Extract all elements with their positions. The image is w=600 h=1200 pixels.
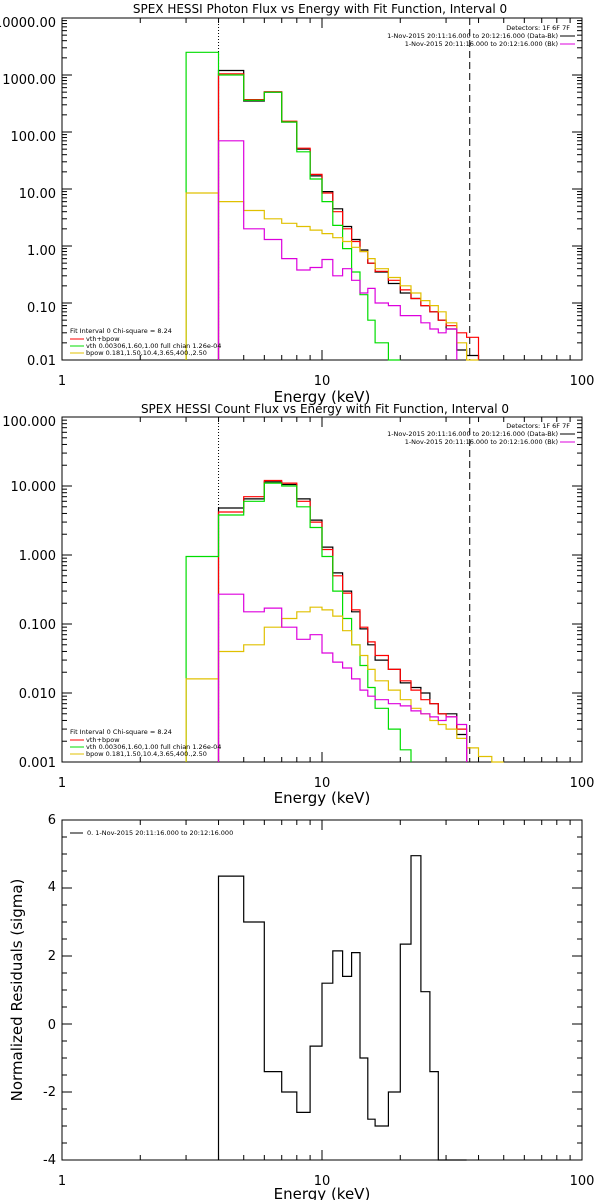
- chart-title: SPEX HESSI Count Flux vs Energy with Fit…: [141, 402, 509, 416]
- x-tick-label: 1: [58, 1174, 66, 1189]
- series-line-data: [217, 69, 480, 360]
- series-group: [185, 417, 504, 763]
- x-tick-label: 100: [570, 1174, 595, 1189]
- y-tick-label: 4: [48, 880, 56, 895]
- legend-entry-bpow: bpow 0.181,1.50,10.4,3.65,400.,2.50: [86, 349, 207, 357]
- series-line-vth: [185, 51, 401, 361]
- y-axis-label: Normalized Residuals (sigma): [8, 879, 26, 1102]
- legend-entry-vth: vth 0.00306,1.60,1.00 full chian 1.26e-0…: [86, 342, 221, 350]
- series-line-data: [217, 855, 467, 1161]
- y-tick-label: 10.000: [11, 480, 57, 495]
- series-line-bk: [217, 593, 468, 762]
- x-tick-label: 10: [314, 374, 331, 389]
- y-tick-label: 0.01: [27, 354, 56, 369]
- series-group: [217, 855, 467, 1161]
- y-tick-label: 1.00: [27, 244, 56, 259]
- x-tick-label: 10: [314, 1174, 331, 1189]
- plot-frame: [61, 416, 583, 763]
- series-group: [185, 18, 480, 361]
- series-line-sum: [217, 479, 468, 762]
- series-line-bpow: [185, 192, 479, 361]
- y-tick-label: 0.10: [27, 301, 56, 316]
- count-flux-panel: SPEX HESSI Count Flux vs Energy with Fit…: [2, 402, 594, 807]
- axis-ticks: [61, 18, 582, 361]
- legend-fit-info: Fit Interval 0 Chi-square = 8.24: [70, 728, 172, 736]
- y-tick-label: 6: [48, 813, 56, 828]
- legend-entry-bk: 1-Nov-2015 20:11:16.000 to 20:12:16.000 …: [405, 40, 558, 48]
- axis-ticks: [61, 819, 582, 1161]
- y-tick-label: 0: [48, 1018, 56, 1033]
- x-tick-label: 1: [58, 374, 66, 389]
- series-line-vth: [185, 482, 412, 762]
- legend-entry-vth: vth 0.00306,1.60,1.00 full chian 1.26e-0…: [86, 743, 221, 751]
- series-line-bk: [217, 140, 458, 360]
- chart-title: SPEX HESSI Photon Flux vs Energy with Fi…: [133, 2, 507, 16]
- y-tick-label: 0.001: [19, 756, 56, 771]
- x-axis-label: Energy (keV): [274, 1185, 371, 1200]
- legend-entry-bk: 1-Nov-2015 20:11:16.000 to 20:12:16.000 …: [405, 438, 558, 446]
- y-tick-label: 10000.00: [0, 16, 56, 31]
- photon-flux-panel: SPEX HESSI Photon Flux vs Energy with Fi…: [0, 2, 594, 406]
- legend-entry-sum: vth+bpow: [86, 736, 120, 744]
- legend-detectors: Detectors: 1F 6F 7F: [506, 422, 570, 430]
- legend-entry-sum: vth+bpow: [86, 335, 120, 343]
- y-tick-label: 2: [48, 949, 56, 964]
- y-tick-label: 1.000: [19, 549, 56, 564]
- x-tick-label: 10: [314, 776, 331, 791]
- legend-fit-info: Fit Interval 0 Chi-square = 8.24: [70, 327, 172, 335]
- y-tick-label: 10.00: [19, 187, 56, 202]
- legend-detectors: Detectors: 1F 6F 7F: [506, 24, 570, 32]
- x-tick-label: 1: [58, 776, 66, 791]
- x-axis-label: Energy (keV): [274, 789, 371, 807]
- residuals-panel: 1 10 100 -4 -2 0 2 4 6 Energy (keV) Norm…: [8, 813, 594, 1200]
- series-line-sum: [217, 73, 480, 360]
- legend-entry-residual: 0. 1-Nov-2015 20:11:16.000 to 20:12:16.0…: [87, 829, 233, 837]
- y-tick-label: 0.100: [19, 618, 56, 633]
- axis-ticks: [61, 417, 582, 763]
- legend-entry-data: 1-Nov-2015 20:11:16.000 to 20:12:16.000 …: [387, 32, 558, 40]
- y-tick-label: 100.000: [2, 415, 56, 430]
- x-axis-label: Energy (keV): [274, 388, 371, 406]
- series-line-bpow: [185, 606, 504, 763]
- y-tick-label: 0.010: [19, 687, 56, 702]
- legend-entry-data: 1-Nov-2015 20:11:16.000 to 20:12:16.000 …: [387, 430, 558, 438]
- x-tick-label: 100: [570, 776, 595, 791]
- y-tick-label: -4: [43, 1153, 56, 1168]
- legend-entry-bpow: bpow 0.181,1.50,10.4,3.65,400.,2.50: [86, 750, 207, 758]
- y-tick-label: 100.00: [11, 130, 57, 145]
- x-tick-label: 100: [570, 374, 595, 389]
- y-tick-label: 1000.00: [2, 73, 56, 88]
- y-tick-label: -2: [43, 1085, 56, 1100]
